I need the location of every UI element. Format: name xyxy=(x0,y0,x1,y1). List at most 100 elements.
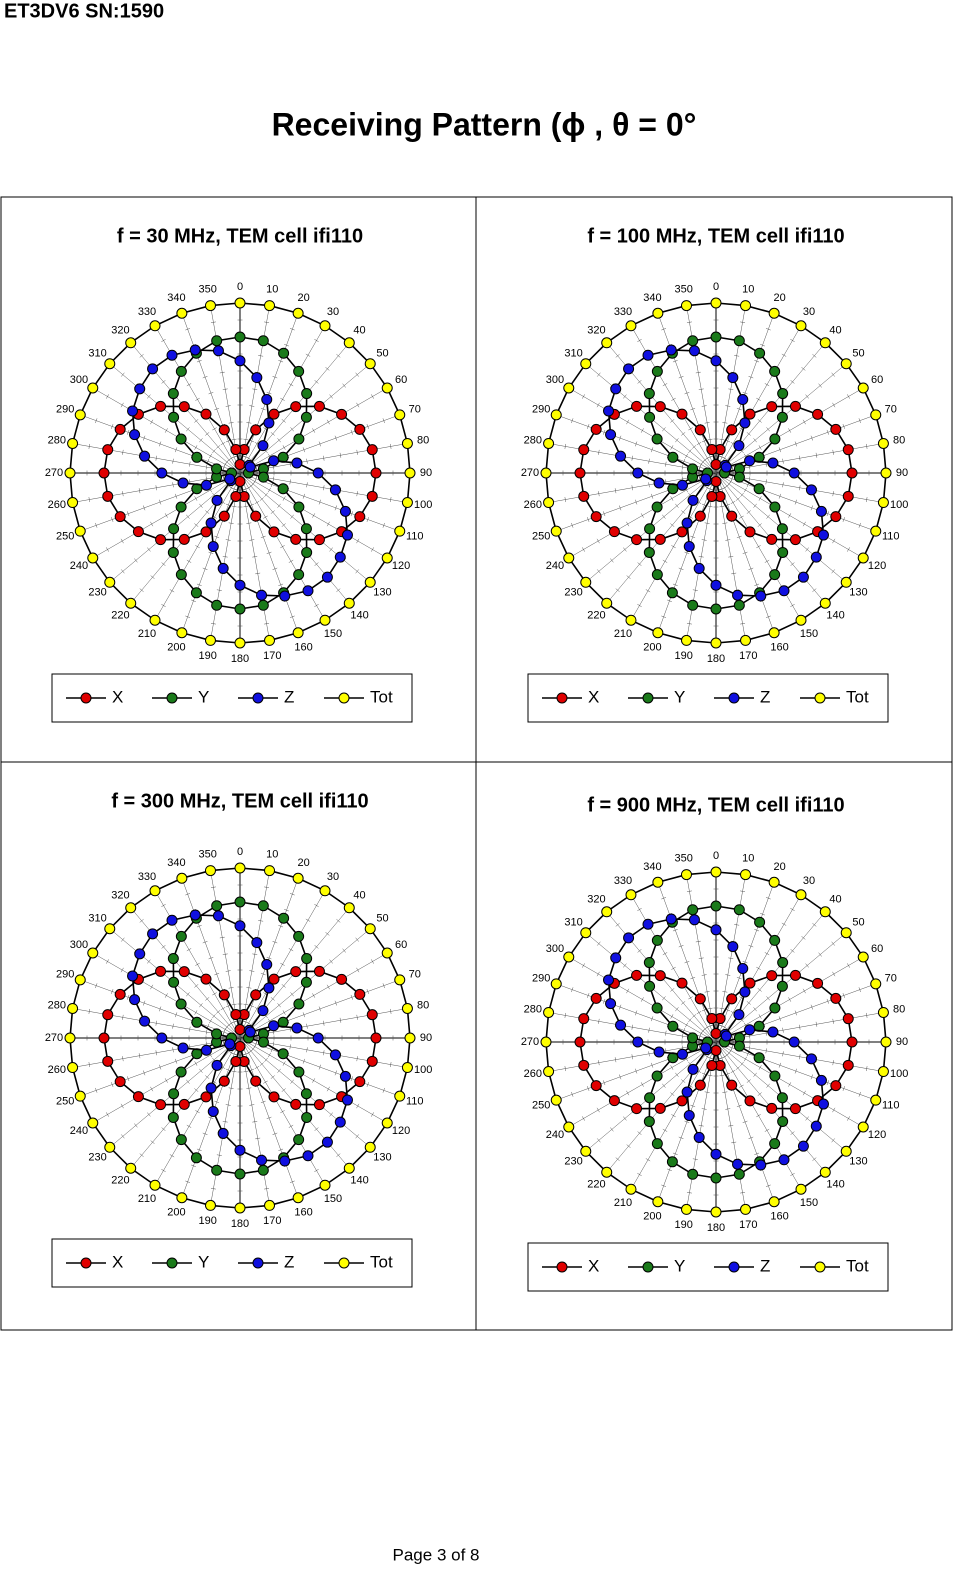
data-point xyxy=(234,1024,246,1035)
spoke-tick xyxy=(196,1148,202,1151)
spoke-tick xyxy=(704,1091,710,1093)
spoke-tick xyxy=(246,522,252,524)
spoke-tick xyxy=(355,569,360,574)
spoke-tick xyxy=(670,1014,674,1019)
data-point xyxy=(857,552,869,564)
data-point xyxy=(610,952,622,964)
angle-label: 250 xyxy=(56,1096,74,1108)
spoke-tick xyxy=(281,1088,286,1092)
legend-marker xyxy=(814,1261,826,1273)
spoke-tick xyxy=(623,394,627,399)
spoke-tick xyxy=(799,1054,801,1060)
spoke-tick xyxy=(681,1001,686,1005)
angle-label: 240 xyxy=(70,560,88,572)
data-point xyxy=(654,533,666,545)
data-point xyxy=(218,510,230,522)
spoke-tick xyxy=(686,1191,692,1194)
spoke-tick xyxy=(615,353,620,358)
spoke-tick xyxy=(810,435,813,441)
data-point xyxy=(67,497,79,509)
spoke-tick xyxy=(371,394,374,399)
angle-label: 100 xyxy=(414,1064,432,1076)
data-point xyxy=(732,1158,744,1170)
spoke-tick xyxy=(155,455,157,461)
spoke-tick xyxy=(371,1112,374,1117)
spoke-tick xyxy=(587,517,590,522)
data-point xyxy=(877,497,889,509)
spoke-tick xyxy=(252,953,258,955)
spoke-tick xyxy=(210,622,216,625)
spoke-tick xyxy=(684,392,690,395)
spoke-tick xyxy=(790,339,795,342)
data-point xyxy=(706,444,718,456)
spoke-tick xyxy=(707,1007,713,1010)
data-point xyxy=(733,599,745,611)
angle-label: 310 xyxy=(564,916,582,928)
data-point xyxy=(632,467,644,479)
legend-marker xyxy=(80,1257,92,1269)
data-point xyxy=(830,1080,842,1092)
spoke-tick xyxy=(764,1128,770,1132)
angle-label: 300 xyxy=(546,943,564,955)
spoke-tick xyxy=(243,438,249,441)
data-point xyxy=(819,1166,831,1178)
spoke-tick xyxy=(670,419,675,423)
angle-label: 110 xyxy=(406,531,424,543)
spoke-tick xyxy=(614,1057,617,1063)
angle-label: 40 xyxy=(829,893,841,905)
spoke-tick xyxy=(765,328,771,331)
spoke-tick xyxy=(764,952,770,956)
angle-label: 330 xyxy=(614,306,632,318)
spoke-tick xyxy=(106,394,109,399)
spoke-tick xyxy=(748,567,754,570)
data-point xyxy=(312,1032,324,1044)
data-point xyxy=(74,409,86,421)
data-point xyxy=(625,1183,637,1195)
spoke-tick xyxy=(336,588,341,593)
spoke-tick xyxy=(626,575,631,579)
spoke-tick xyxy=(209,453,213,459)
spoke-tick xyxy=(734,924,740,926)
data-point xyxy=(625,614,637,626)
spoke-tick xyxy=(266,392,272,395)
spoke-tick xyxy=(637,562,642,566)
spoke-tick xyxy=(371,959,374,964)
angle-label: 290 xyxy=(532,972,550,984)
data-point xyxy=(601,1166,613,1178)
data-point xyxy=(710,1172,722,1184)
spoke-tick xyxy=(662,952,668,956)
spoke-tick xyxy=(161,339,166,342)
angle-label: 150 xyxy=(800,1197,818,1209)
spoke-tick xyxy=(587,424,590,429)
data-point xyxy=(293,433,305,445)
chart: f = 30 MHz, TEM cell ifi110 0 10 20 30 40 50 60… xyxy=(45,225,432,723)
data-point xyxy=(334,1116,346,1128)
spoke-tick xyxy=(790,949,795,953)
spoke-tick xyxy=(794,1068,797,1074)
spoke-tick xyxy=(282,1010,286,1015)
spoke-tick xyxy=(314,945,319,949)
angle-label: 130 xyxy=(373,1151,391,1163)
spoke-tick xyxy=(598,449,600,455)
spoke-tick xyxy=(382,983,385,989)
data-point xyxy=(319,614,331,626)
data-point xyxy=(256,1154,268,1166)
data-point xyxy=(102,444,114,456)
spoke-tick xyxy=(665,461,667,467)
spoke-tick xyxy=(220,442,226,446)
spoke-tick xyxy=(788,428,792,433)
spoke-tick xyxy=(730,500,736,504)
spoke-tick xyxy=(678,376,684,379)
angle-label: 150 xyxy=(800,628,818,640)
angle-label: 310 xyxy=(564,347,582,359)
spoke-tick xyxy=(743,1056,747,1062)
data-point xyxy=(665,913,677,925)
spoke-tick xyxy=(208,551,214,554)
angle-label: 30 xyxy=(327,871,339,883)
spoke-tick xyxy=(366,1082,369,1087)
spoke-tick xyxy=(185,1180,191,1183)
spoke-tick xyxy=(306,1023,308,1029)
angle-label: 240 xyxy=(70,1125,88,1137)
chart: f = 900 MHz, TEM cell ifi110 0 10 20 30 40 50 6… xyxy=(521,794,908,1292)
data-point xyxy=(264,1199,276,1211)
